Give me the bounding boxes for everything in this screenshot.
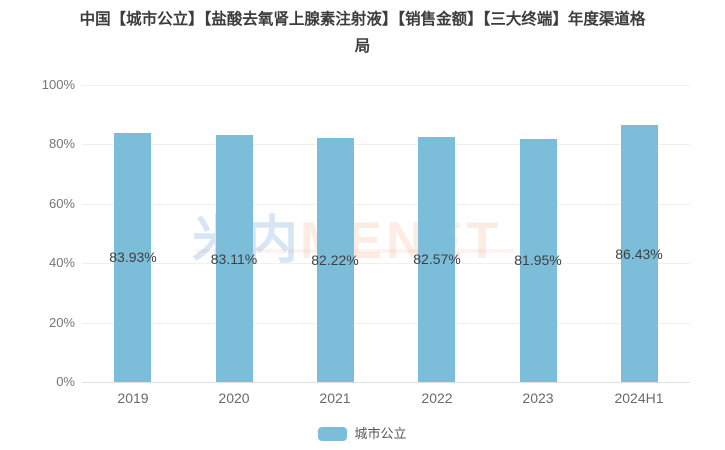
x-axis-tick-2021: 2021 (319, 390, 351, 406)
gridline-60% (82, 204, 690, 205)
chart-title-line2: 局 (354, 38, 371, 55)
y-axis-tick-20%: 20% (48, 315, 75, 330)
y-axis-tick-60%: 60% (48, 196, 75, 211)
legend-label[interactable]: 城市公立 (354, 426, 407, 441)
gridline-80% (82, 144, 690, 145)
y-axis-tick-0%: 0% (56, 374, 75, 389)
bar-2023[interactable] (520, 139, 557, 382)
x-axis-tick-2022: 2022 (421, 390, 453, 406)
bar-value-label-2024H1: 86.43% (615, 246, 663, 262)
y-axis-tick-100%: 100% (41, 77, 75, 92)
gridline-20% (82, 323, 690, 324)
legend[interactable]: 城市公立 (0, 426, 725, 441)
x-axis-tick-2020: 2020 (218, 390, 250, 406)
bar-value-label-2020: 83.11% (210, 251, 258, 267)
bar-value-label-2021: 82.22% (311, 252, 359, 268)
bar-value-label-2022: 82.57% (413, 251, 461, 267)
chart-title: 中国【城市公立】【盐酸去氧肾上腺素注射液】【销售金额】【三大终端】年度渠道格 局 (32, 6, 693, 60)
x-axis-tick-2024H1: 2024H1 (614, 390, 664, 406)
gridline-40% (82, 263, 690, 264)
x-axis-tick-2019: 2019 (117, 390, 149, 406)
chart-title-line1: 中国【城市公立】【盐酸去氧肾上腺素注射液】【销售金额】【三大终端】年度渠道格 (79, 11, 646, 28)
bar-value-label-2019: 83.93% (109, 249, 157, 265)
bar-2019[interactable] (114, 133, 151, 382)
y-axis-tick-40%: 40% (48, 255, 75, 270)
gridline-100% (82, 85, 690, 86)
bar-value-label-2023: 81.95% (514, 252, 562, 268)
watermark-underline (196, 249, 514, 253)
bar-2021[interactable] (317, 138, 354, 382)
legend-swatch[interactable] (318, 426, 348, 441)
bar-2022[interactable] (418, 137, 455, 382)
x-axis-tick-2023: 2023 (522, 390, 554, 406)
bar-2024H1[interactable] (621, 125, 658, 382)
bar-2020[interactable] (216, 135, 253, 382)
y-axis-tick-80%: 80% (48, 136, 75, 151)
gridline-0% (82, 382, 690, 383)
